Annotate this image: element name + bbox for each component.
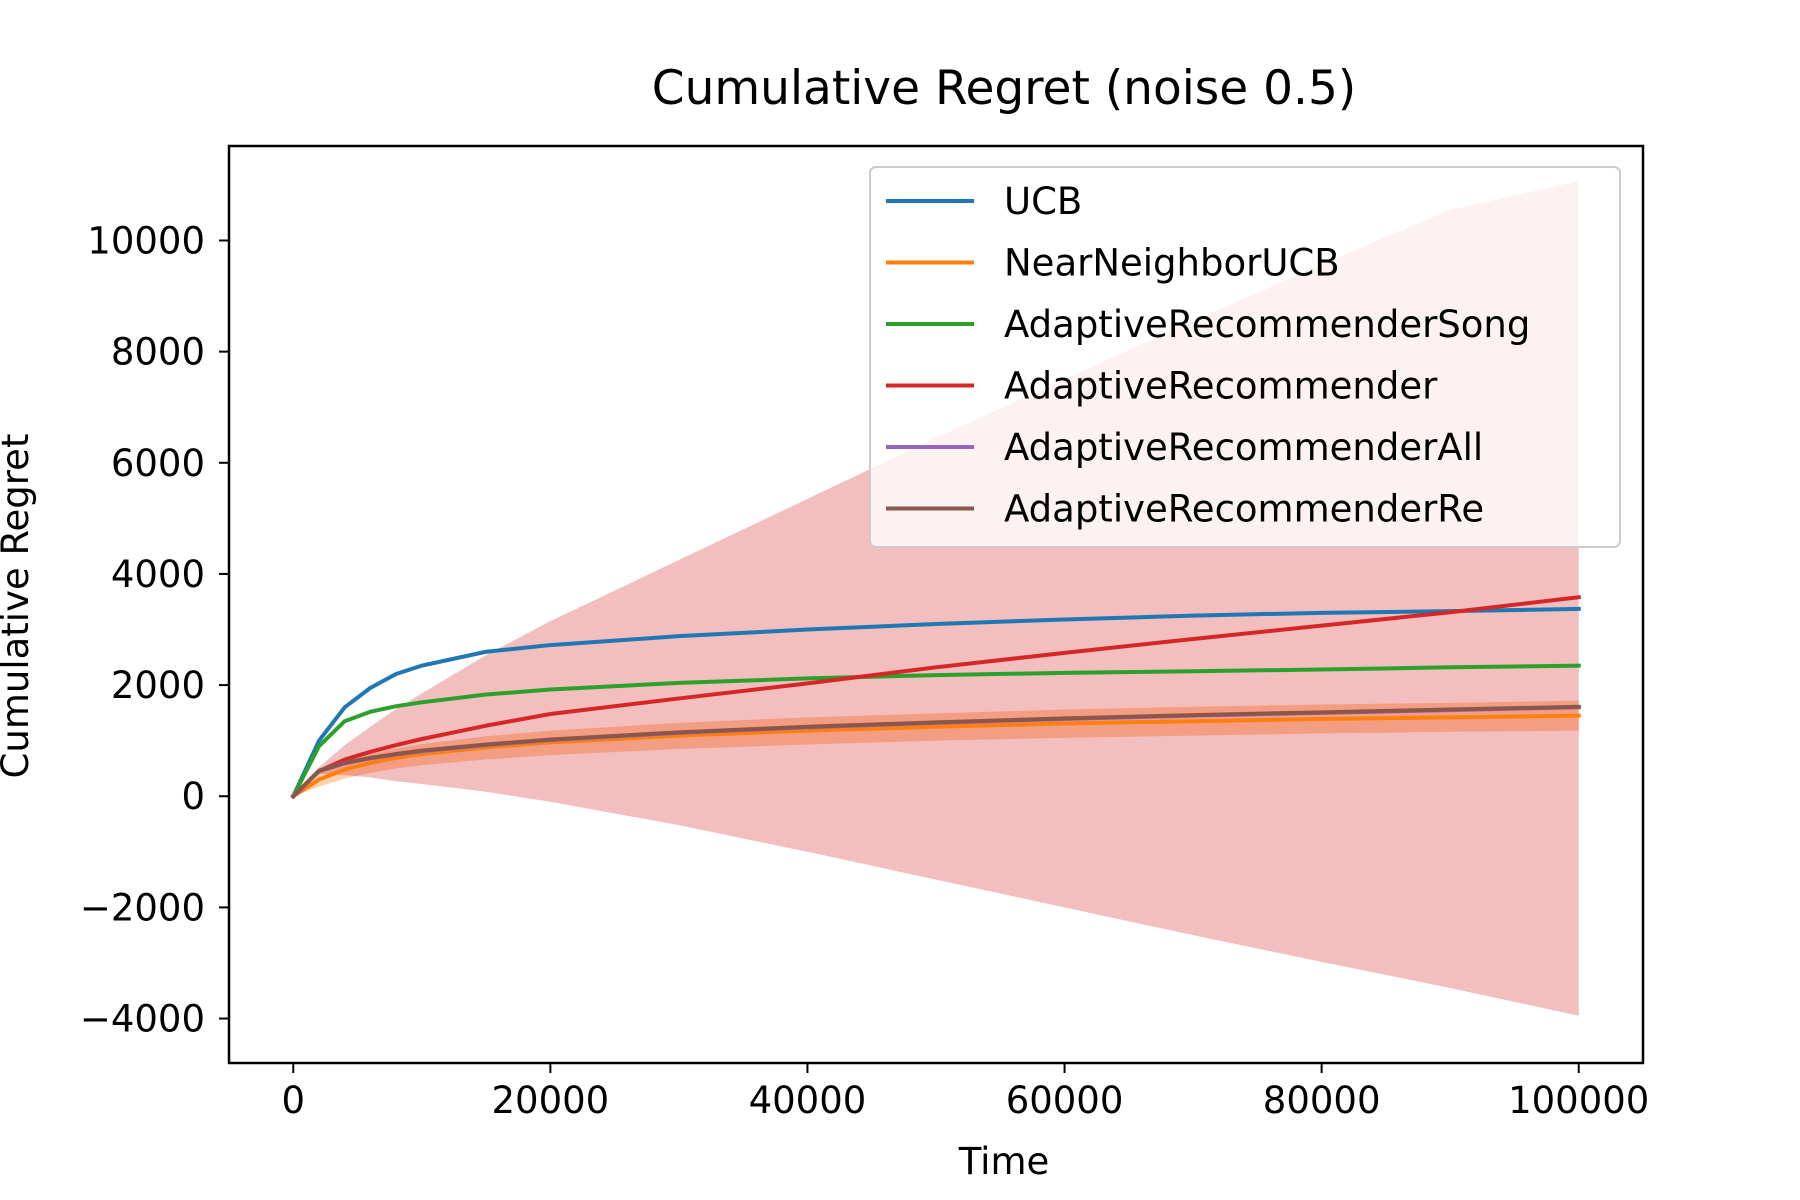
x-tick-label: 0 <box>281 1079 305 1122</box>
legend-label: NearNeighborUCB <box>1004 242 1340 285</box>
y-tick-label: 4000 <box>111 553 205 596</box>
legend-label: UCB <box>1004 180 1082 223</box>
plot-area-frame <box>227 144 1645 1065</box>
line-adaptiverecommender <box>290 595 1581 800</box>
chart-title: Cumulative Regret (noise 0.5) <box>652 61 1356 116</box>
y-tick-label: 6000 <box>111 442 205 485</box>
x-axis-label: Time <box>958 1140 1050 1183</box>
y-axis-ticks: −4000 −2000 0 2000 4000 6000 8000 10000 <box>80 219 229 1041</box>
y-tick-label: 0 <box>181 775 205 818</box>
x-tick-label: 60000 <box>1006 1079 1124 1122</box>
band-nearneighborucb <box>293 700 1579 797</box>
line-ucb <box>290 606 1581 799</box>
x-tick-label: 20000 <box>492 1079 610 1122</box>
x-tick-label: 40000 <box>749 1079 867 1122</box>
legend-label: AdaptiveRecommenderSong <box>1004 303 1530 346</box>
y-tick-label: −2000 <box>80 886 205 929</box>
legend-label: AdaptiveRecommender <box>1004 365 1438 408</box>
legend-label: AdaptiveRecommenderAll <box>1004 426 1483 469</box>
y-axis-label: Cumulative Regret <box>0 434 37 779</box>
x-tick-label: 100000 <box>1508 1079 1649 1122</box>
y-tick-label: −4000 <box>80 998 205 1041</box>
line-nearneighborucb <box>290 713 1581 800</box>
legend-label: AdaptiveRecommenderRe <box>1004 488 1484 531</box>
x-tick-label: 80000 <box>1263 1079 1381 1122</box>
y-tick-label: 8000 <box>111 331 205 374</box>
legend: UCB NearNeighborUCB AdaptiveRecommenderSon… <box>869 166 1621 548</box>
y-tick-label: 2000 <box>111 664 205 707</box>
series-lines <box>290 595 1581 800</box>
line-adaptiverecommendersong <box>290 663 1581 799</box>
x-axis-ticks: 0 20000 40000 60000 80000 100000 <box>281 1063 1649 1122</box>
legend-box <box>869 166 1621 548</box>
y-tick-label: 10000 <box>87 219 205 262</box>
line-adaptiverecommenderre <box>290 704 1581 800</box>
